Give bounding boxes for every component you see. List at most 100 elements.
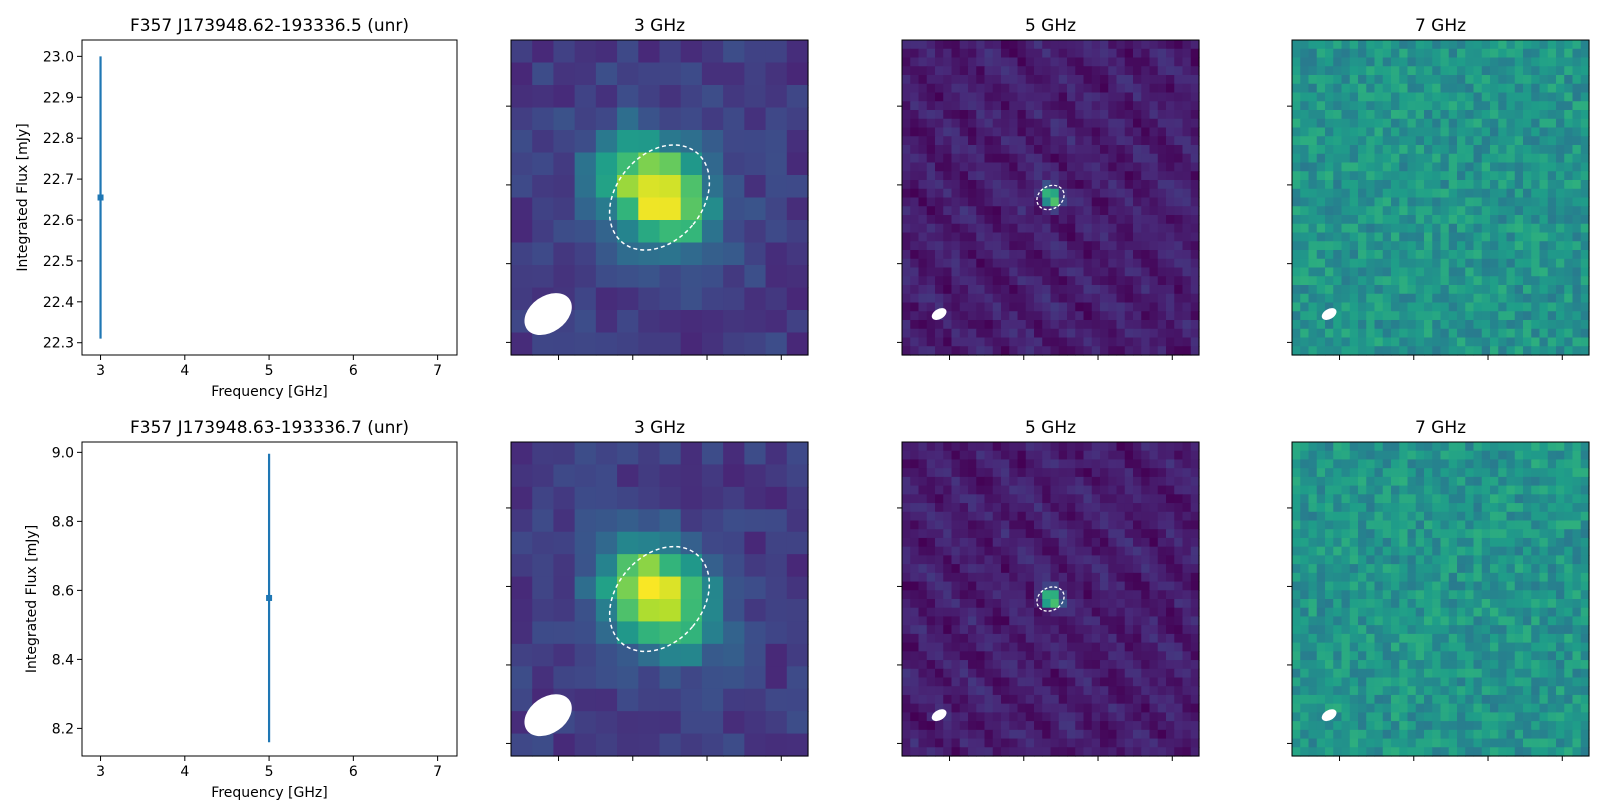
pixel-cell [910,188,920,199]
pixel-cell [1498,468,1508,478]
pixel-cell [1075,581,1085,591]
pixel-cell [959,83,969,94]
pixel-cell [943,590,953,600]
pixel-cell [511,576,533,600]
pixel-cell [959,694,969,705]
pixel-cell [1116,145,1126,155]
pixel-cell [1034,520,1043,530]
pixel-cell [1341,215,1351,225]
pixel-cell [1058,721,1068,731]
pixel-cell [1182,442,1192,452]
pixel-cell [902,171,911,181]
pixel-cell [1141,83,1151,94]
pixel-cell [1025,747,1035,757]
pixel-cell [1457,118,1466,129]
pixel-cell [1374,206,1384,216]
pixel-cell [976,276,986,286]
pixel-cell [1141,136,1151,146]
pixel-cell [1166,520,1175,530]
pixel-cell [701,220,724,244]
pixel-cell [1432,555,1442,565]
pixel-cell [1116,241,1126,251]
pixel-cell [943,485,953,495]
pixel-cell [1523,232,1532,242]
pixel-cell [1042,328,1052,339]
y-tick-label: 8.2 [52,721,74,737]
pixel-cell [1349,206,1359,216]
pixel-cell [1498,302,1508,312]
pixel-cell [1133,633,1142,644]
pixel-cell [910,197,920,207]
heatmap-cells [1292,40,1590,356]
pixel-cell [935,153,944,164]
pixel-cell [1514,136,1524,146]
pixel-cell [1448,48,1458,59]
pixel-cell [1075,276,1085,286]
pixel-cell [1001,57,1010,67]
pixel-cell [1432,346,1442,356]
pixel-cell [638,464,661,488]
pixel-cell [951,75,961,85]
pixel-cell [1141,686,1151,696]
pixel-cell [976,118,986,129]
pixel-cell [1473,529,1483,539]
pixel-cell [1091,92,1101,102]
pixel-cell [1182,57,1192,67]
pixel-cell [1001,607,1010,618]
x-tick-label: 5 [265,764,274,780]
pixel-cell [1399,302,1409,312]
pixel-cell [1034,145,1043,155]
pixel-cell [1514,206,1524,216]
pixel-cell [1564,101,1574,111]
pixel-cell [1399,110,1409,120]
pixel-cell [918,206,928,216]
pixel-cell [1391,293,1400,304]
pixel-cell [1440,546,1450,556]
pixel-cell [1190,450,1200,461]
pixel-cell [1067,686,1076,696]
pixel-cell [1050,555,1060,565]
pixel-cell [1300,302,1310,312]
pixel-cell [1547,285,1557,295]
pixel-cell [553,107,576,131]
pixel-cell [1058,276,1068,286]
pixel-cell [1083,642,1093,652]
pixel-cell [984,677,994,687]
pixel-cell [935,537,944,548]
pixel-cell [1075,633,1085,644]
pixel-cell [595,733,618,757]
pixel-cell [511,175,533,199]
pixel-cell [638,85,661,109]
pixel-cell [1366,564,1376,574]
pixel-cell [1407,503,1417,513]
pixel-cell [1058,101,1068,111]
pixel-cell [943,75,953,85]
pixel-cell [992,267,1002,277]
pixel-cell [1514,346,1524,356]
pixel-cell [992,529,1002,539]
pixel-cell [1531,529,1541,539]
pixel-cell [1382,188,1392,199]
pixel-cell [1333,83,1343,94]
pixel-cell [1042,590,1052,600]
pixel-cell [1067,206,1076,216]
pixel-cell [1547,564,1557,574]
pixel-cell [1009,738,1019,748]
pixel-cell [1009,136,1019,146]
pixel-cell [1042,136,1052,146]
pixel-cell [532,442,555,466]
pixel-cell [1116,564,1126,574]
pixel-cell [1490,459,1499,469]
pixel-cell [959,110,969,120]
pixel-cell [1042,651,1052,661]
pixel-cell [951,311,961,321]
pixel-cell [1341,153,1351,164]
pixel-cell [1116,537,1126,548]
pixel-cell [1498,276,1508,286]
pixel-cell [1580,145,1590,155]
pixel-cell [1190,721,1200,731]
pixel-cell [1572,215,1582,225]
pixel-cell [959,232,969,242]
pixel-cell [1149,206,1159,216]
pixel-cell [1349,162,1359,172]
